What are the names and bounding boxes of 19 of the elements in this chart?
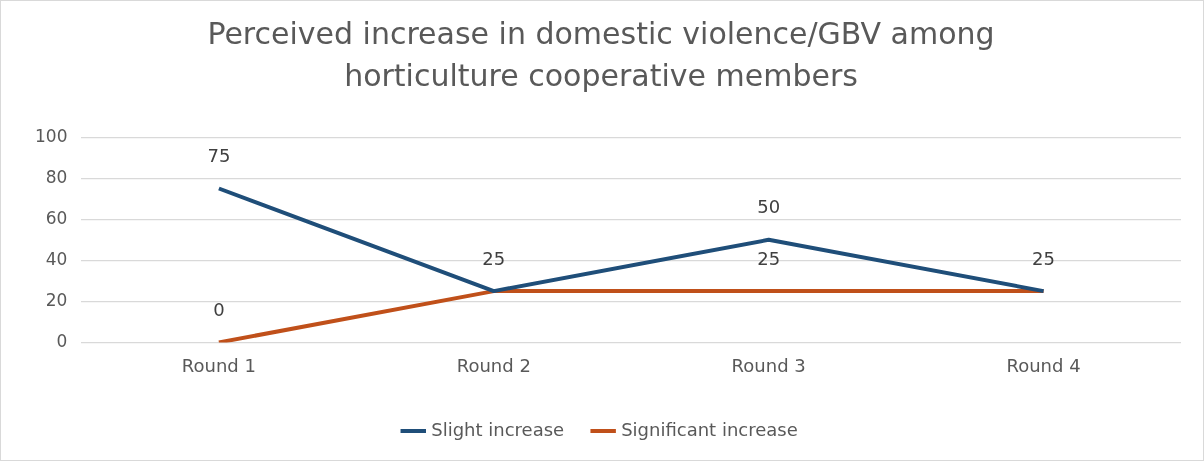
y-tick-label: 60 [45,207,68,228]
data-label: 25 [757,247,781,269]
legend-label: Significant increase [621,418,798,440]
y-tick-label: 40 [45,248,68,269]
x-tick-label: Round 1 [181,354,256,376]
data-label: 75 [207,145,231,167]
x-tick-label: Round 4 [1006,354,1081,376]
chart-title: Perceived increase in domestic violence/GBV among horticulture cooperative members [206,15,996,95]
data-label: 50 [757,196,781,218]
data-label: 25 [482,247,506,269]
legend-label: Slight increase [431,418,565,440]
x-tick-label: Round 3 [731,354,806,376]
x-tick-label: Round 2 [456,354,531,376]
y-tick-label: 80 [45,166,68,187]
data-label: 0 [213,299,225,321]
y-tick-label: 0 [56,330,68,351]
y-tick-label: 20 [45,289,68,310]
y-tick-label: 100 [34,125,68,146]
data-label: 25 [1032,247,1056,269]
